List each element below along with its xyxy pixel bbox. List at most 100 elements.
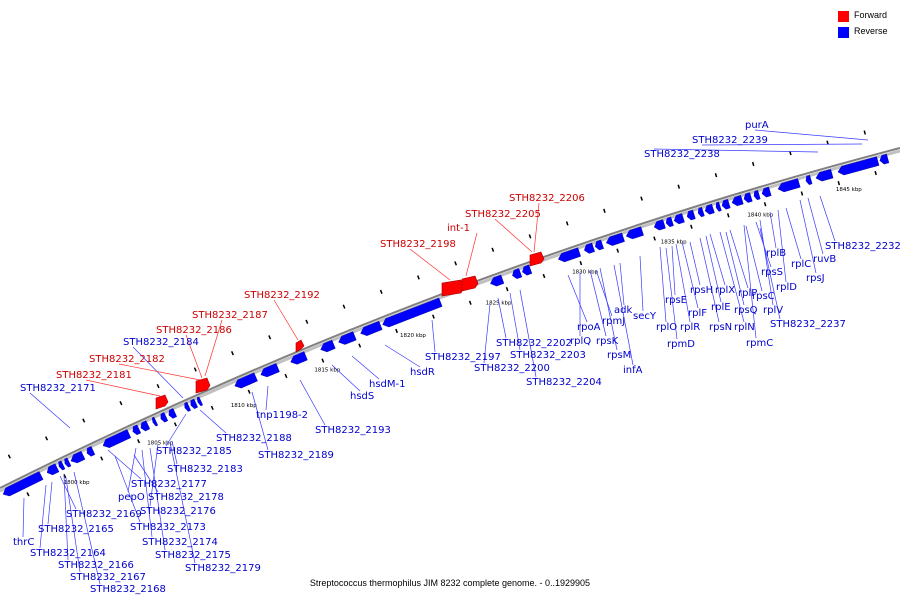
gene-label-reverse[interactable]: rpsE — [665, 295, 687, 306]
gene-label-reverse[interactable]: STH8232_2178 — [148, 492, 224, 503]
gene-label-reverse[interactable]: hsdR — [410, 367, 435, 378]
gene-label-reverse[interactable]: rplN — [734, 322, 755, 333]
gene-label-reverse[interactable]: rpsJ — [806, 273, 825, 284]
gene-label-reverse[interactable]: STH8232_2179 — [185, 563, 261, 574]
gene-reverse[interactable] — [837, 156, 880, 176]
gene-label-reverse[interactable]: rpsC — [752, 291, 775, 302]
gene-label-reverse[interactable]: thrC — [13, 537, 34, 548]
gene-reverse[interactable] — [190, 398, 199, 409]
gene-reverse[interactable] — [338, 331, 357, 345]
gene-reverse[interactable] — [673, 213, 685, 225]
gene-reverse[interactable] — [290, 351, 308, 365]
gene-label-reverse[interactable]: rplQ — [570, 336, 591, 347]
gene-label-reverse[interactable]: purA — [745, 120, 769, 131]
gene-label-reverse[interactable]: ruvB — [813, 254, 836, 265]
gene-label-reverse[interactable]: pepO — [118, 492, 145, 503]
gene-label-reverse[interactable]: rplX — [715, 285, 735, 296]
gene-label-reverse[interactable]: STH8232_2171 — [20, 383, 96, 394]
gene-label-reverse[interactable]: rplP — [738, 288, 757, 299]
gene-label-reverse[interactable]: STH8232_2184 — [123, 337, 199, 348]
gene-forward[interactable] — [441, 279, 465, 297]
gene-label-forward[interactable]: STH8232_2206 — [509, 193, 585, 204]
gene-reverse[interactable] — [653, 219, 666, 231]
gene-label-reverse[interactable]: STH8232_2169 — [66, 509, 142, 520]
gene-reverse[interactable] — [168, 408, 178, 419]
gene-label-reverse[interactable]: hsdS — [350, 391, 374, 402]
gene-label-reverse[interactable]: STH8232_2164 — [30, 548, 106, 559]
gene-label-reverse[interactable]: STH8232_2232 — [825, 241, 900, 252]
gene-reverse[interactable] — [879, 153, 890, 165]
gene-reverse[interactable] — [70, 450, 86, 464]
gene-label-reverse[interactable]: STH8232_2185 — [156, 446, 232, 457]
gene-label-forward[interactable]: int-1 — [447, 223, 470, 234]
gene-label-reverse[interactable]: STH8232_2165 — [38, 524, 114, 535]
gene-label-reverse[interactable]: rplC — [791, 259, 811, 270]
gene-label-reverse[interactable]: rpsN — [709, 322, 732, 333]
gene-label-reverse[interactable]: STH8232_2237 — [770, 319, 846, 330]
gene-reverse[interactable] — [686, 209, 696, 221]
gene-reverse[interactable] — [761, 186, 772, 198]
gene-reverse[interactable] — [160, 412, 169, 423]
gene-label-forward[interactable]: STH8232_2192 — [244, 290, 320, 301]
gene-reverse[interactable] — [140, 420, 151, 432]
gene-label-reverse[interactable]: STH8232_2202 — [496, 338, 572, 349]
gene-reverse[interactable] — [583, 242, 596, 254]
gene-label-reverse[interactable]: rpoA — [577, 322, 601, 333]
gene-reverse[interactable] — [625, 226, 644, 240]
gene-reverse[interactable] — [557, 247, 582, 263]
gene-label-reverse[interactable]: rpsK — [596, 336, 619, 347]
gene-label-forward[interactable]: STH8232_2182 — [89, 354, 165, 365]
gene-reverse[interactable] — [721, 198, 731, 210]
gene-label-reverse[interactable]: STH8232_2238 — [644, 149, 720, 160]
gene-label-reverse[interactable]: STH8232_2188 — [216, 433, 292, 444]
gene-reverse[interactable] — [184, 401, 192, 412]
gene-label-reverse[interactable]: rpsH — [690, 285, 713, 296]
gene-reverse[interactable] — [86, 446, 96, 457]
gene-reverse[interactable] — [132, 424, 142, 436]
gene-label-reverse[interactable]: tnp1198-2 — [256, 410, 308, 421]
gene-label-reverse[interactable]: rpmD — [667, 339, 695, 350]
gene-reverse[interactable] — [46, 463, 60, 476]
gene-reverse[interactable] — [522, 264, 533, 276]
gene-label-reverse[interactable]: STH8232_2183 — [167, 464, 243, 475]
gene-label-reverse[interactable]: rpsQ — [734, 305, 758, 316]
gene-reverse[interactable] — [320, 339, 336, 353]
gene-label-reverse[interactable]: STH8232_2189 — [258, 450, 334, 461]
gene-label-reverse[interactable]: rplD — [776, 282, 797, 293]
gene-reverse[interactable] — [594, 239, 605, 251]
gene-label-reverse[interactable]: rplR — [680, 322, 700, 333]
gene-label-reverse[interactable]: rplB — [766, 248, 786, 259]
gene-forward[interactable] — [295, 339, 305, 353]
gene-label-reverse[interactable]: rpmC — [746, 338, 773, 349]
gene-label-reverse[interactable]: rplV — [763, 305, 783, 316]
gene-reverse[interactable] — [2, 471, 44, 497]
gene-label-reverse[interactable]: STH8232_2176 — [140, 506, 216, 517]
gene-reverse[interactable] — [704, 203, 715, 215]
gene-label-forward[interactable]: STH8232_2181 — [56, 370, 132, 381]
gene-reverse[interactable] — [731, 194, 744, 207]
gene-label-reverse[interactable]: rpsS — [761, 267, 783, 278]
gene-reverse[interactable] — [58, 460, 66, 471]
gene-reverse[interactable] — [512, 268, 523, 279]
gene-label-reverse[interactable]: adk — [614, 305, 632, 316]
gene-reverse[interactable] — [360, 320, 383, 336]
gene-label-reverse[interactable]: STH8232_2168 — [90, 584, 166, 595]
gene-label-reverse[interactable]: STH8232_2166 — [58, 560, 134, 571]
gene-reverse[interactable] — [102, 429, 132, 448]
gene-reverse[interactable] — [805, 174, 813, 185]
gene-forward[interactable] — [155, 394, 169, 410]
gene-label-reverse[interactable]: STH8232_2175 — [155, 550, 231, 561]
gene-reverse[interactable] — [382, 297, 443, 328]
gene-forward[interactable] — [195, 377, 211, 394]
gene-label-forward[interactable]: STH8232_2205 — [465, 209, 541, 220]
gene-label-reverse[interactable]: STH8232_2174 — [142, 537, 218, 548]
gene-label-reverse[interactable]: STH8232_2204 — [526, 377, 602, 388]
gene-reverse[interactable] — [697, 206, 705, 218]
gene-label-reverse[interactable]: STH8232_2193 — [315, 425, 391, 436]
gene-label-reverse[interactable]: STH8232_2200 — [474, 363, 550, 374]
gene-reverse[interactable] — [753, 189, 761, 201]
gene-label-reverse[interactable]: secY — [633, 311, 657, 322]
gene-reverse[interactable] — [743, 192, 753, 203]
gene-forward[interactable] — [529, 251, 545, 267]
